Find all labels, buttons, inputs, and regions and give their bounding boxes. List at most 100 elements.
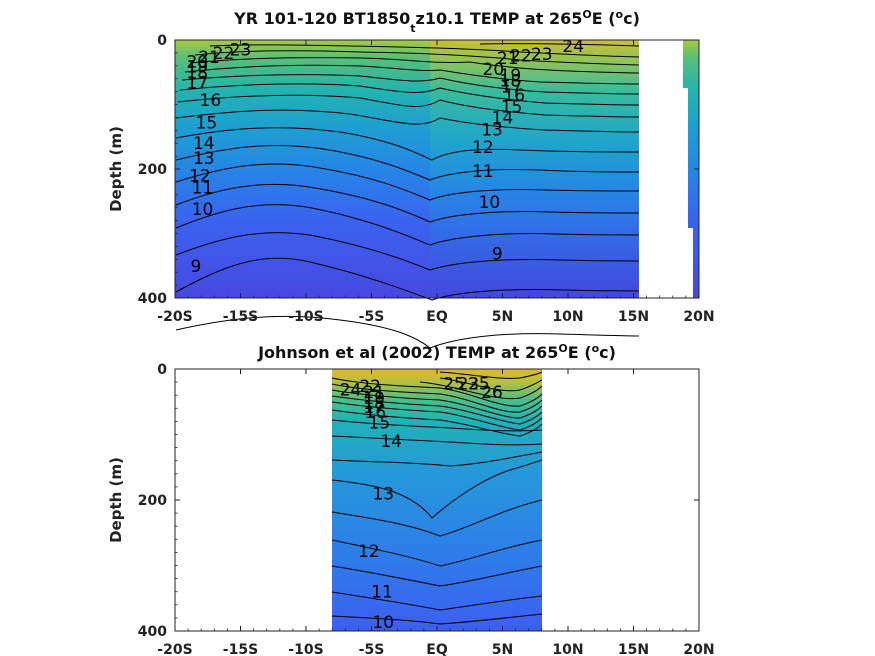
- top-x-tick-label: 10N: [552, 309, 583, 325]
- top-contour-label: 15: [196, 114, 218, 134]
- top-contour-label: 9: [492, 244, 503, 264]
- bottom-contour-label: 10: [372, 613, 394, 633]
- top-contour-11: [175, 204, 640, 246]
- bottom-x-tick-label: -10S: [288, 642, 323, 656]
- top-contour-18: [179, 83, 640, 106]
- bottom-y-tick-label: 400: [138, 624, 167, 640]
- bottom-contour-16: [331, 409, 543, 437]
- bottom-contour-12: [331, 539, 543, 567]
- top-contour-label: 19: [500, 66, 522, 86]
- top-contour-22: [194, 50, 640, 66]
- bottom-contour-15: [331, 419, 543, 432]
- bottom-contour-13-5: [331, 451, 543, 467]
- top-contour-label: 18: [500, 72, 522, 92]
- top-contour-label: 16: [200, 91, 222, 111]
- top-contour-14: [175, 144, 640, 181]
- top-contour-label: 10: [479, 193, 501, 213]
- top-contour-label: 21: [497, 49, 519, 69]
- top-contour-label: 22: [213, 44, 235, 64]
- bottom-contour-label: 18: [363, 394, 385, 414]
- top-contour-label: 12: [189, 166, 211, 186]
- top-panel: YR 101-120 BT1850tz10.1 TEMP at 265OE (o…: [107, 8, 715, 349]
- top-contour-label: 9: [191, 257, 202, 277]
- top-x-tick-label: -15S: [223, 309, 258, 325]
- bottom-contour-18: [331, 401, 543, 431]
- bottom-x-tick-label: -5S: [359, 642, 385, 656]
- bottom-panel: Johnson et al (2002) TEMP at 265OE (oc) …: [107, 342, 715, 656]
- top-contour-label: 23: [531, 45, 553, 65]
- bottom-x-tick-label: 20N: [683, 642, 714, 656]
- bottom-axis-ticks: -20S -15S -10S -5S EQ 5N 10N 15N 20N 0 200 400: [138, 362, 715, 656]
- bottom-contour-14: [331, 435, 543, 446]
- bottom-contour-12-5: [331, 499, 543, 537]
- top-contour-label: 11: [472, 162, 494, 182]
- top-contour-label: 17: [186, 74, 208, 94]
- top-contour-17: [177, 94, 640, 118]
- bottom-x-tick-label: EQ: [426, 642, 448, 656]
- top-contour-label: 20: [483, 60, 505, 80]
- bottom-contour-13: [331, 459, 543, 519]
- top-contour-label: 14: [193, 134, 215, 154]
- top-contour-label: 19: [186, 57, 208, 77]
- top-contour-labels: 2322212018191716151413121110924232221201…: [186, 37, 584, 277]
- top-contour-label: 16: [503, 86, 525, 106]
- top-contour-15: [175, 127, 640, 161]
- bottom-contour-25: [419, 381, 543, 400]
- top-contour-label: 22: [510, 46, 532, 66]
- bottom-contour-10: [331, 613, 543, 625]
- top-contour-19: [181, 74, 640, 95]
- top-contour-label: 12: [472, 138, 494, 158]
- top-y-tick-label: 0: [157, 33, 167, 49]
- top-x-tick-label: 15N: [618, 309, 649, 325]
- top-x-tick-label: -20S: [157, 309, 192, 325]
- bottom-contour-11-5: [331, 565, 543, 587]
- bottom-contour-20: [331, 395, 543, 425]
- bottom-contour-label: 13: [372, 484, 394, 504]
- top-x-tick-label: 5N: [492, 309, 513, 325]
- bottom-contour-label: 26: [481, 383, 503, 403]
- bottom-contour-24: [331, 377, 543, 407]
- bottom-y-tick-label: 0: [157, 362, 167, 378]
- bottom-contour-22: [331, 389, 543, 419]
- top-contour-label: 11: [192, 179, 214, 199]
- top-land-mask-edge: [683, 88, 693, 298]
- bottom-x-tick-label: -15S: [223, 642, 258, 656]
- bottom-contour-label: 25: [468, 374, 490, 394]
- top-contour-13: [175, 163, 640, 201]
- bottom-contour-26: [439, 377, 543, 392]
- top-contour-label: 20: [186, 52, 208, 72]
- bottom-contour-label: 21: [363, 383, 385, 403]
- bottom-contour-label: 14: [380, 432, 402, 452]
- top-y-tick-label: 400: [138, 291, 167, 307]
- bottom-x-tick-label: -20S: [157, 642, 192, 656]
- top-contour-24: [479, 43, 640, 47]
- top-x-tick-label: -5S: [359, 309, 385, 325]
- top-contour-label: 17: [501, 77, 523, 97]
- top-contour-label: 13: [193, 149, 215, 169]
- bottom-contour-label: 25: [443, 374, 465, 394]
- bottom-y-axis-label: Depth (m): [107, 457, 125, 543]
- top-contour-10: [175, 232, 640, 271]
- top-x-tick-label: EQ: [426, 309, 448, 325]
- top-contour-label: 18: [186, 63, 208, 83]
- top-x-tick-label: 20N: [683, 309, 714, 325]
- top-x-tick-label: -10S: [288, 309, 323, 325]
- bottom-contour-label: 17: [363, 398, 385, 418]
- top-contour-label: 23: [230, 41, 252, 61]
- bottom-contour-lines: [331, 371, 543, 625]
- bottom-contour-label: 23: [458, 374, 480, 394]
- top-contour-21: [189, 57, 640, 74]
- bottom-x-tick-label: 10N: [552, 642, 583, 656]
- bottom-field-fill: [332, 369, 542, 631]
- bottom-contour-label: 16: [365, 403, 387, 423]
- top-contour-label: 21: [198, 48, 220, 68]
- bottom-contour-label: 11: [371, 583, 393, 603]
- bottom-x-tick-label: 5N: [492, 642, 513, 656]
- bottom-contour-label: 19: [363, 389, 385, 409]
- top-contour-23: [209, 44, 640, 58]
- bottom-y-tick-label: 200: [138, 493, 167, 509]
- top-contour-16: [175, 109, 640, 133]
- bottom-chart-title: Johnson et al (2002) TEMP at 265OE (oc): [257, 342, 616, 362]
